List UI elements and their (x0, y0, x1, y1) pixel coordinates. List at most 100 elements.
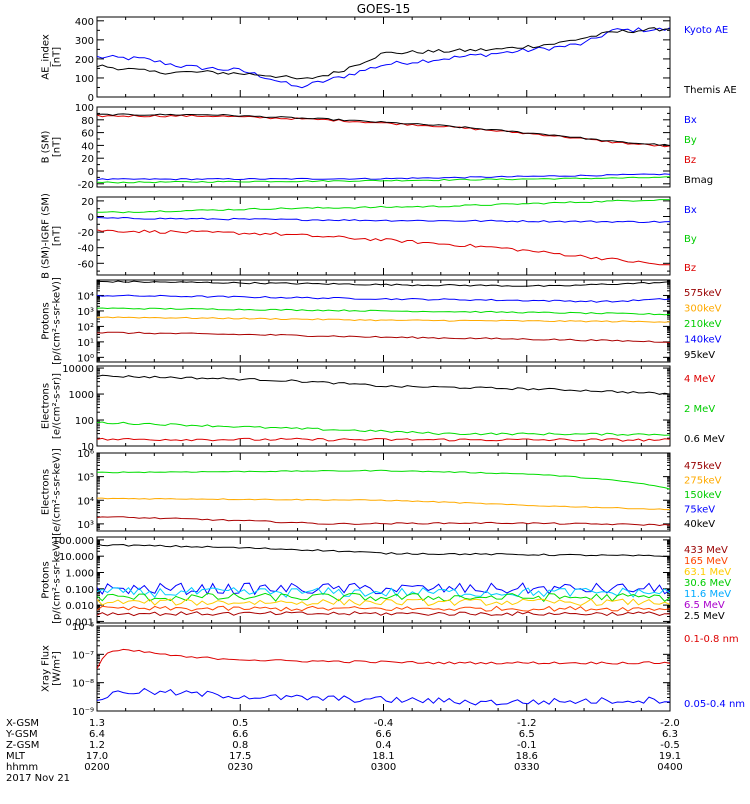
x-row-value: 0330 (514, 762, 539, 773)
series-line (97, 229, 670, 266)
plot-date: 2017 Nov 21 (6, 773, 70, 784)
y-tick-label: -20 (78, 180, 94, 191)
y-axis-label: [e/(cm²-s-sr-keV)] (52, 448, 63, 536)
x-row-value: 0200 (84, 762, 109, 773)
series-line (97, 543, 670, 558)
y-axis-label: AE_index (41, 34, 52, 80)
y-axis-label: [nT] (52, 226, 63, 246)
series-line (97, 605, 670, 612)
x-row-value: 6.4 (89, 729, 105, 740)
legend-entry: 165 MeV (684, 556, 728, 567)
y-tick-label: 0 (88, 93, 94, 104)
x-row-value: 19.1 (659, 751, 681, 762)
legend-entry: 40keV (684, 519, 715, 530)
legend-entry: 475keV (684, 461, 722, 472)
y-tick-label: 10³ (77, 520, 94, 531)
y-tick-label: 10⁻⁶ (72, 622, 94, 633)
series-line (97, 199, 670, 214)
series-line (97, 374, 670, 395)
legend-entry: 0.6 MeV (684, 434, 725, 445)
y-tick-label: 80 (81, 116, 94, 127)
y-tick-label: 10.000 (59, 552, 94, 563)
x-row-value: -0.1 (517, 740, 537, 751)
y-tick-label: 10³ (77, 307, 94, 318)
x-row-value: 6.5 (519, 729, 535, 740)
y-tick-label: 10⁻⁸ (72, 679, 94, 690)
series-line (97, 173, 670, 181)
x-row-value: -0.4 (374, 718, 394, 729)
y-tick-label: -20 (78, 228, 94, 239)
x-row-value: 1.2 (89, 740, 105, 751)
y-tick-label: 1000 (69, 390, 94, 401)
y-tick-label: 0.100 (65, 585, 94, 596)
legend-entry: 2 MeV (684, 404, 715, 415)
series-line (97, 294, 670, 303)
y-tick-label: 10000 (62, 364, 94, 375)
y-axis-label: Protons (41, 302, 52, 339)
y-axis-label: Protons (41, 561, 52, 598)
y-tick-label: 0.010 (65, 601, 94, 612)
y-axis-label: Xray Flux (41, 645, 52, 692)
x-row-value: 0400 (657, 762, 682, 773)
y-tick-label: 10⁻⁹ (72, 707, 94, 718)
y-axis-label: [e/(cm²-s-sr)] (52, 373, 63, 439)
y-tick-label: 1.000 (65, 568, 94, 579)
legend-entry: Bz (684, 155, 696, 166)
legend-entry: 75keV (684, 505, 715, 516)
legend-entry: 210keV (684, 319, 722, 330)
x-row-value: 0.8 (232, 740, 248, 751)
legend-entry: 300keV (684, 304, 722, 315)
series-line (97, 687, 670, 706)
legend-entry: Bx (684, 205, 697, 216)
y-axis-label: Electrons (41, 469, 52, 515)
legend-entry: 150keV (684, 490, 722, 501)
y-tick-label: 300 (75, 36, 94, 47)
x-row-value: -2.0 (660, 718, 680, 729)
y-tick-label: 10⁴ (77, 496, 94, 507)
y-tick-label: 10 (81, 442, 94, 453)
series-line (97, 331, 670, 344)
legend-entry: By (684, 135, 697, 146)
series-line (97, 421, 670, 436)
y-tick-label: 40 (81, 141, 94, 152)
x-row-label: Y-GSM (5, 729, 38, 740)
series-line (97, 216, 670, 224)
y-tick-label: 60 (81, 129, 94, 140)
panel-frame (96, 196, 671, 276)
x-row-value: -1.2 (517, 718, 537, 729)
series-line (97, 469, 670, 490)
y-tick-label: 0 (88, 213, 94, 224)
series-line (97, 114, 670, 148)
series-line (97, 497, 670, 511)
series-line (97, 27, 670, 89)
legend-entry: 4 MeV (684, 374, 715, 385)
y-tick-label: 10⁶ (77, 449, 94, 460)
y-axis-label: [nT] (52, 137, 63, 157)
panel-frame (96, 452, 671, 532)
series-line (97, 280, 670, 287)
legend-entry: 63.1 MeV (684, 567, 731, 578)
y-tick-label: 10² (77, 322, 94, 333)
legend-entry: Bz (684, 263, 696, 274)
x-row-label: MLT (6, 751, 26, 762)
series-line (97, 437, 670, 442)
y-axis-label: [nT] (52, 47, 63, 67)
y-axis-label: [p/(cm²-s-sr-keV)] (52, 277, 63, 365)
y-tick-label: 100 (75, 74, 94, 85)
y-axis-label: Electrons (41, 383, 52, 429)
series-line (97, 27, 670, 80)
legend-entry: 0.05-0.4 nm (684, 699, 745, 710)
legend-entry: 433 MeV (684, 545, 728, 556)
legend-entry: 11.6 MeV (684, 589, 731, 600)
series-line (97, 307, 670, 316)
series-line (97, 611, 670, 617)
y-tick-label: 100 (75, 416, 94, 427)
panel-frame (96, 16, 671, 98)
y-tick-label: 100 (75, 103, 94, 114)
series-line (97, 516, 670, 527)
legend-entry: 6.5 MeV (684, 600, 725, 611)
x-row-value: -0.5 (660, 740, 680, 751)
y-tick-label: 0.001 (65, 617, 94, 628)
